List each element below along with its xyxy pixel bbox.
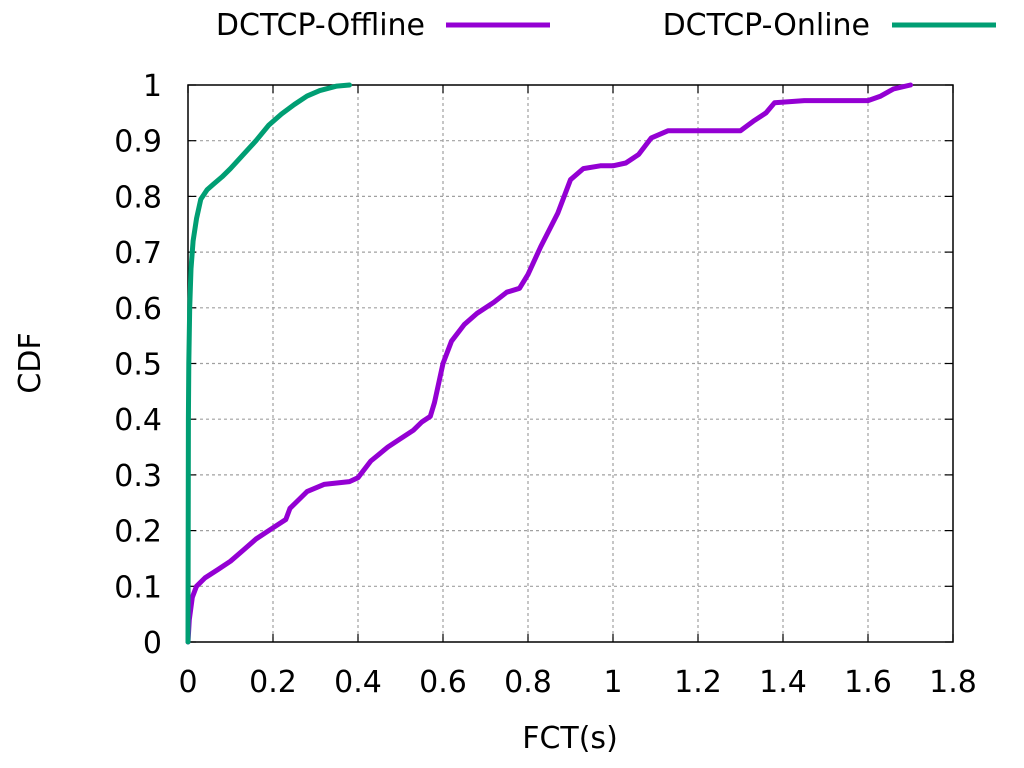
- x-axis-label: FCT(s): [522, 721, 618, 756]
- x-tick-label: 0: [178, 665, 197, 700]
- x-tick-label: 1: [603, 665, 622, 700]
- x-tick-label: 1.4: [759, 665, 807, 700]
- x-tick-label: 0.8: [504, 665, 552, 700]
- y-tick-label: 1: [143, 69, 162, 104]
- series-lines: [185, 82, 913, 645]
- y-tick-label: 0.4: [114, 403, 162, 438]
- y-tick-label: 0.7: [114, 236, 162, 271]
- x-tick-label: 0.2: [249, 665, 297, 700]
- x-tick-label: 1.2: [674, 665, 722, 700]
- legend-label: DCTCP-Online: [663, 8, 870, 43]
- series-line-dctcp-online: [185, 82, 352, 645]
- y-axis-label: CDF: [13, 332, 48, 393]
- y-tick-label: 0.3: [114, 459, 162, 494]
- y-tick-label: 0.5: [114, 348, 162, 383]
- tick-marks: [187, 84, 954, 643]
- x-tick-label: 0.4: [334, 665, 382, 700]
- y-tick-label: 0.1: [114, 570, 162, 605]
- y-tick-label: 0.6: [114, 292, 162, 327]
- x-tick-label: 1.6: [844, 665, 892, 700]
- legend-label: DCTCP-Offline: [216, 8, 425, 43]
- x-tick-labels: 0 0.2 0.4 0.6 0.8 1 1.2 1.4 1.6 1.8: [178, 665, 976, 700]
- x-tick-label: 0.6: [419, 665, 467, 700]
- x-tick-label: 1.8: [929, 665, 977, 700]
- series-line-dctcp-offline: [185, 82, 913, 645]
- y-tick-label: 0.2: [114, 515, 162, 550]
- legend: DCTCP-Offline DCTCP-Online: [216, 8, 996, 43]
- y-tick-label: 0.9: [114, 125, 162, 160]
- y-tick-labels: 0 0.1 0.2 0.3 0.4 0.5 0.6 0.7 0.8 0.9 1: [114, 69, 162, 661]
- y-tick-label: 0: [143, 626, 162, 661]
- grid-lines: [188, 85, 953, 642]
- y-tick-label: 0.8: [114, 180, 162, 215]
